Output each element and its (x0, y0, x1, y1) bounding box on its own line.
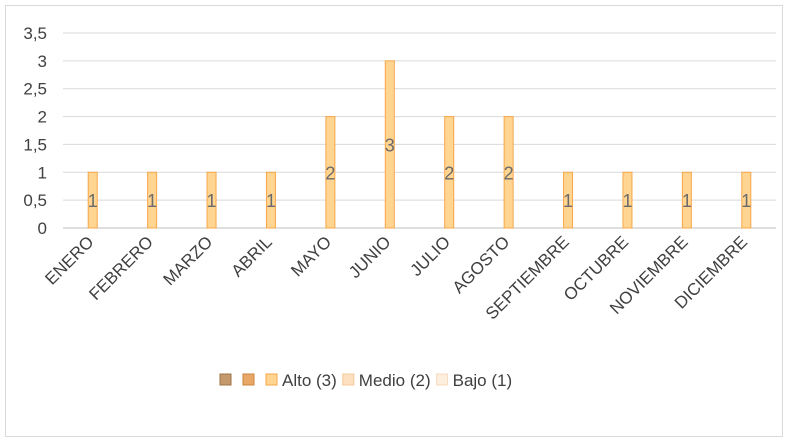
grid-layer (63, 32, 776, 229)
bar-series (87, 60, 752, 229)
legend-swatch (219, 373, 232, 386)
legend-swatch (436, 373, 449, 386)
bar (87, 171, 98, 229)
y-tick-label: 0,5 (23, 191, 47, 210)
x-tick-label: JUNIO (345, 232, 394, 281)
x-tick-label: MARZO (160, 232, 217, 289)
legend: Alto (3) Medio (2) Bajo (1) (219, 371, 513, 390)
bar-chart: 0 0,5 1 1,5 2 2,5 3 3,5 1 1 1 1 2 3 2 2 1 1 1 1 ENEROFEBRE… (23, 24, 776, 390)
legend-label: Alto (3) (282, 371, 337, 390)
bar (325, 116, 336, 229)
x-tick-label: MAYO (287, 232, 335, 280)
bar (384, 60, 395, 229)
legend-swatch (342, 373, 355, 386)
y-tick-label: 1 (38, 163, 47, 182)
data-label: 1 (147, 191, 157, 211)
data-label: 2 (504, 163, 514, 183)
bar (206, 171, 217, 229)
data-labels: 1 1 1 1 2 3 2 2 1 1 1 1 (88, 135, 752, 211)
legend-swatch (265, 373, 278, 386)
data-label: 1 (622, 191, 632, 211)
y-tick-label: 0 (38, 219, 47, 238)
data-label: 1 (266, 191, 276, 211)
y-tick-label: 2,5 (23, 80, 47, 99)
data-label: 1 (563, 191, 573, 211)
bar (622, 171, 633, 229)
data-label: 2 (444, 163, 454, 183)
x-tick-label: ABRIL (228, 232, 276, 280)
bar (444, 116, 455, 229)
data-label: 2 (325, 163, 335, 183)
bar (681, 171, 692, 229)
y-tick-label: 2 (38, 108, 47, 127)
y-tick-label: 3,5 (23, 24, 47, 43)
y-axis-ticks: 0 0,5 1 1,5 2 2,5 3 3,5 (23, 24, 47, 238)
data-label: 1 (682, 191, 692, 211)
bar (563, 171, 574, 229)
x-tick-label: JULIO (407, 232, 455, 280)
y-tick-label: 3 (38, 52, 47, 71)
bar (147, 171, 158, 229)
data-label: 3 (385, 135, 395, 155)
legend-swatch (242, 373, 255, 386)
data-label: 1 (88, 191, 98, 211)
bar (265, 171, 276, 229)
bar (741, 171, 752, 229)
legend-label: Bajo (1) (453, 371, 513, 390)
legend-label: Medio (2) (359, 371, 431, 390)
x-tick-label: ENERO (41, 232, 97, 288)
y-tick-label: 1,5 (23, 135, 47, 154)
data-label: 1 (207, 191, 217, 211)
data-label: 1 (741, 191, 751, 211)
bar (503, 116, 514, 229)
x-tick-label: FEBRERO (85, 232, 157, 304)
chart-frame: 0 0,5 1 1,5 2 2,5 3 3,5 1 1 1 1 2 3 2 2 1 1 1 1 ENERO FEBRE… (5, 5, 783, 437)
